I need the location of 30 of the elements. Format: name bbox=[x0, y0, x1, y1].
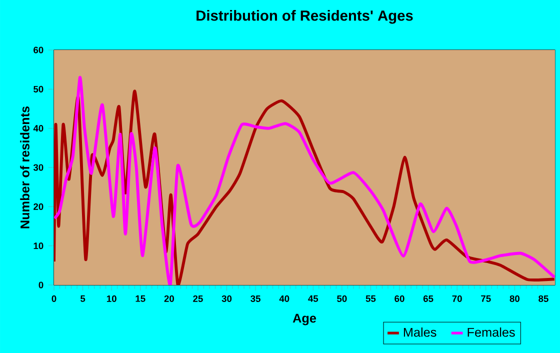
x-tick-label: 25 bbox=[193, 295, 203, 302]
x-tick-label: 0 bbox=[52, 295, 56, 302]
y-tick-label: 30 bbox=[33, 164, 44, 171]
legend-label: Females bbox=[468, 327, 515, 337]
x-tick-label: 30 bbox=[222, 295, 232, 302]
x-tick-label: 80 bbox=[510, 295, 520, 302]
y-tick-label: 60 bbox=[34, 46, 44, 54]
y-tick-label: 20 bbox=[34, 203, 44, 210]
x-tick-label: 45 bbox=[308, 295, 318, 302]
x-tick-label: 60 bbox=[394, 295, 404, 302]
y-tick-label: 0 bbox=[38, 282, 44, 288]
x-tick-label: 70 bbox=[452, 295, 462, 302]
x-tick-label: 10 bbox=[106, 295, 116, 302]
x-tick-label: 75 bbox=[481, 295, 491, 302]
x-tick-label: 5 bbox=[80, 295, 86, 302]
chart-title: Distribution of Residents' Ages bbox=[196, 10, 413, 24]
x-tick-label: 15 bbox=[136, 295, 146, 302]
x-tick-label: 40 bbox=[279, 295, 290, 302]
x-tick-label: 85 bbox=[538, 295, 548, 302]
x-axis-title: Age bbox=[292, 314, 316, 326]
y-axis-title: Number of residents bbox=[20, 106, 30, 228]
x-tick-label: 55 bbox=[366, 295, 376, 302]
x-tick-label: 50 bbox=[337, 295, 347, 302]
y-tick-label: 50 bbox=[34, 86, 44, 92]
legend-label: Males bbox=[404, 327, 436, 337]
y-tick-label: 10 bbox=[34, 242, 44, 250]
y-tick-label: 40 bbox=[33, 125, 44, 132]
x-tick-label: 65 bbox=[423, 295, 434, 302]
x-tick-label: 35 bbox=[250, 295, 260, 302]
x-tick-label: 20 bbox=[164, 295, 174, 302]
